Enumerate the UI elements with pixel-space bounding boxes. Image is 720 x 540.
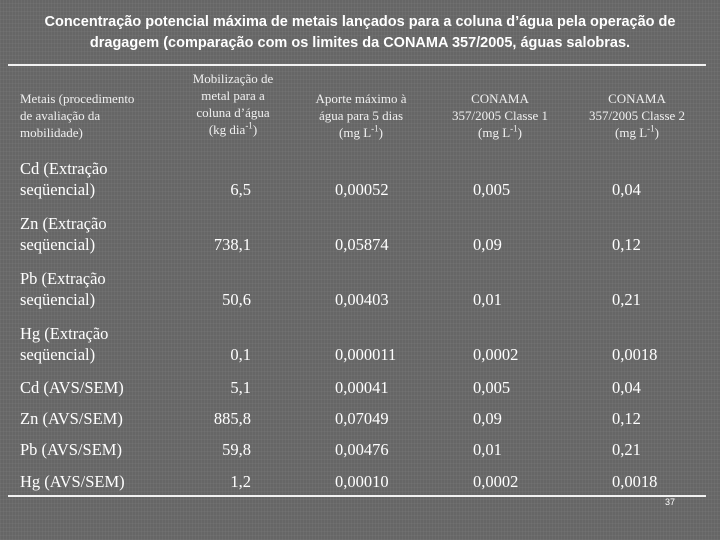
classe1-value: 0,09 xyxy=(473,235,502,254)
header-mob-unit-close: ) xyxy=(252,122,258,137)
metal-name-line1: Zn (Extração xyxy=(20,214,107,233)
aporte-value: 0,00052 xyxy=(335,180,389,199)
metal-name-line1: Cd (Extração xyxy=(20,159,108,178)
header-metal-line1: Metais (procedimento xyxy=(20,91,135,106)
header-ap-unit: (mg L xyxy=(339,125,372,140)
mobilization-value: 5,1 xyxy=(230,378,251,397)
mobilization-value: 59,8 xyxy=(222,440,251,459)
classe1-value: 0,005 xyxy=(473,180,511,199)
header-c1-unit-exp: -1 xyxy=(510,123,518,134)
table-row-metal: Hg (Extração seqüencial) xyxy=(20,323,190,365)
header-c1-unit: (mg L xyxy=(478,125,511,140)
header-aporte: Aporte máximo à água para 5 dias (mg L-1… xyxy=(298,90,424,141)
aporte-value: 0,00010 xyxy=(335,472,389,491)
header-ap-line1: Aporte máximo à xyxy=(315,91,407,106)
header-ap-line3: (mg L-1) xyxy=(298,124,424,141)
classe2-value: 0,21 xyxy=(612,440,641,459)
header-mob-unit-exp: -1 xyxy=(245,120,253,131)
header-metal-line3: mobilidade) xyxy=(20,125,83,140)
header-ap-unit-exp: -1 xyxy=(371,123,379,134)
metal-name-line1: Pb (Extração xyxy=(20,269,106,288)
classe2-value: 0,0018 xyxy=(612,345,658,364)
classe2-value: 0,12 xyxy=(612,409,641,428)
classe2-value: 0,04 xyxy=(612,180,641,199)
header-mobilization: Mobilização de metal para a coluna d’águ… xyxy=(172,70,294,138)
header-c2-line1: CONAMA xyxy=(608,91,666,106)
mobilization-value: 738,1 xyxy=(213,235,251,254)
header-c2-line2: 357/2005 Classe 2 xyxy=(588,108,686,123)
metal-name-line2: seqüencial) xyxy=(20,235,96,254)
table-top-rule xyxy=(8,64,706,66)
header-mob-unit: (kg dia xyxy=(208,122,246,137)
classe1-value: 0,0002 xyxy=(473,472,519,491)
metal-name-line2: seqüencial) xyxy=(20,345,96,364)
classe1-value: 0,0002 xyxy=(473,345,519,364)
classe2-value: 0,04 xyxy=(612,378,641,397)
classe2-value: 0,0018 xyxy=(612,472,658,491)
aporte-value: 0,00403 xyxy=(335,290,389,309)
mobilization-value: 50,6 xyxy=(222,290,251,309)
aporte-value: 0,00041 xyxy=(335,378,389,397)
header-c2-unit-exp: -1 xyxy=(647,123,655,134)
header-c2-unit-close: ) xyxy=(654,125,659,140)
table-row-metal: Cd (Extração seqüencial) xyxy=(20,158,190,200)
metal-name: Pb (AVS/SEM) xyxy=(20,440,122,459)
header-ap-unit-close: ) xyxy=(378,125,383,140)
slide-title-line2: dragagem (comparação com os limites da C… xyxy=(89,35,631,51)
metal-name-line1: Hg (Extração xyxy=(20,324,109,343)
header-mob-line2: metal para a xyxy=(201,88,265,103)
metal-name-line2: seqüencial) xyxy=(20,290,96,309)
header-c2-line3: (mg L-1) xyxy=(572,124,702,141)
slide-title-line1: Concentração potencial máxima de metais … xyxy=(44,14,676,30)
slide-title: Concentração potencial máxima de metais … xyxy=(0,12,720,54)
classe2-value: 0,12 xyxy=(612,235,641,254)
header-ap-line2: água para 5 dias xyxy=(318,108,404,123)
mobilization-value: 6,5 xyxy=(230,180,251,199)
classe1-value: 0,09 xyxy=(473,409,502,428)
classe1-value: 0,01 xyxy=(473,440,502,459)
page-number: 37 xyxy=(665,497,676,507)
header-conama-classe2: CONAMA 357/2005 Classe 2 (mg L-1) xyxy=(572,90,702,141)
classe1-value: 0,01 xyxy=(473,290,502,309)
aporte-value: 0,000011 xyxy=(335,345,397,364)
aporte-value: 0,05874 xyxy=(335,235,389,254)
mobilization-value: 0,1 xyxy=(230,345,251,364)
metal-name: Zn (AVS/SEM) xyxy=(20,409,123,428)
header-mob-line1: Mobilização de xyxy=(192,71,274,86)
metal-name-line2: seqüencial) xyxy=(20,180,96,199)
table-bottom-rule xyxy=(8,495,706,497)
table-row-metal: Zn (Extração seqüencial) xyxy=(20,213,190,255)
classe1-value: 0,005 xyxy=(473,378,511,397)
header-metal-line2: de avaliação da xyxy=(20,108,101,123)
aporte-value: 0,00476 xyxy=(335,440,389,459)
header-c1-line2: 357/2005 Classe 1 xyxy=(451,108,549,123)
classe2-value: 0,21 xyxy=(612,290,641,309)
header-c1-unit-close: ) xyxy=(517,125,522,140)
metal-name: Cd (AVS/SEM) xyxy=(20,378,124,397)
mobilization-value: 1,2 xyxy=(230,472,251,491)
header-c1-line3: (mg L-1) xyxy=(435,124,565,141)
header-c1-line1: CONAMA xyxy=(471,91,529,106)
header-metal: Metais (procedimento de avaliação da mob… xyxy=(20,90,180,141)
header-c2-unit: (mg L xyxy=(615,125,648,140)
header-conama-classe1: CONAMA 357/2005 Classe 1 (mg L-1) xyxy=(435,90,565,141)
mobilization-value: 885,8 xyxy=(213,409,251,428)
metal-name: Hg (AVS/SEM) xyxy=(20,472,125,491)
aporte-value: 0,07049 xyxy=(335,409,389,428)
header-mob-line3: coluna d’água xyxy=(196,105,270,120)
table-row-metal: Pb (Extração seqüencial) xyxy=(20,268,190,310)
header-mob-line4: (kg dia-1) xyxy=(172,121,294,138)
